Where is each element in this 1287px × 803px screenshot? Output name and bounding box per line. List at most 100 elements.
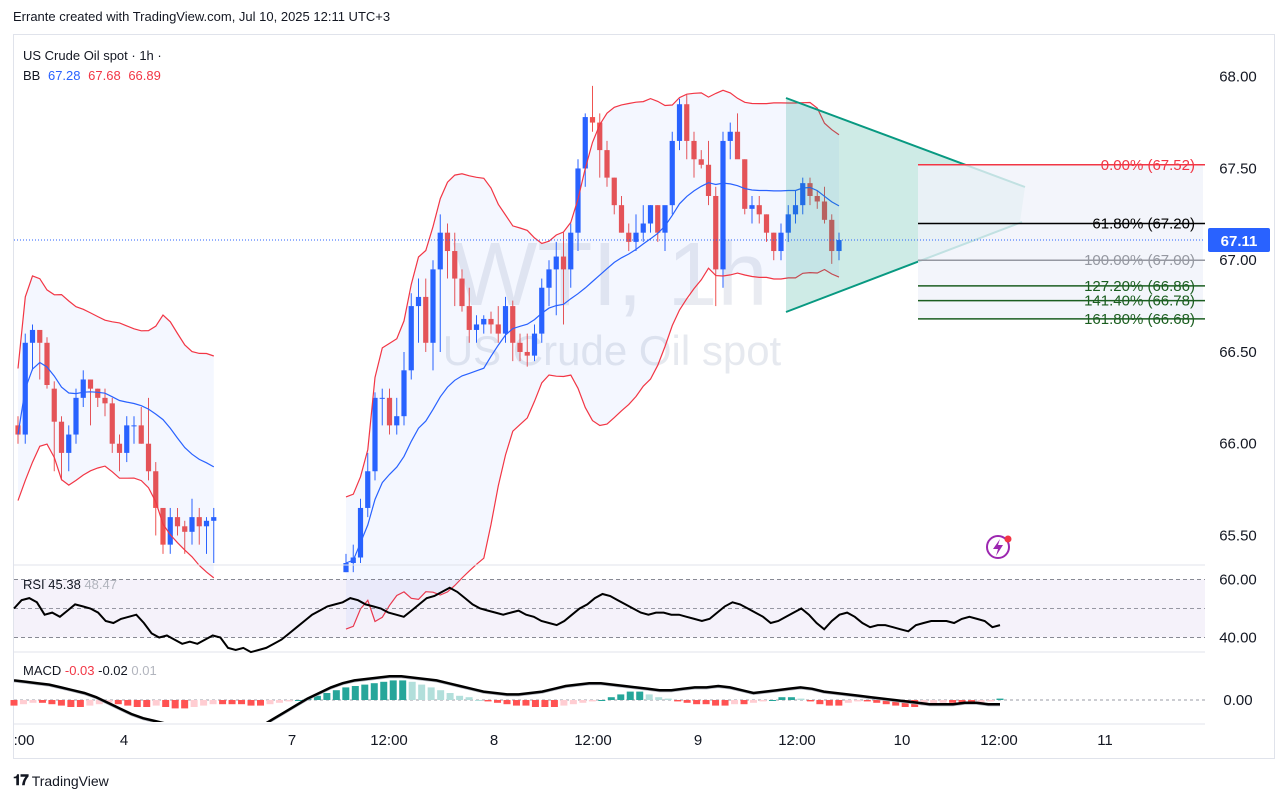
macd-histogram-bar <box>399 680 407 700</box>
macd-histogram-bar <box>446 693 454 700</box>
macd-histogram-bar <box>854 700 862 702</box>
macd-histogram-bar <box>569 700 577 705</box>
macd-histogram-bar <box>626 691 634 700</box>
x-tick-label: 10 <box>894 732 911 749</box>
macd-histogram-bar <box>57 700 65 706</box>
symbol-title[interactable]: US Crude Oil spot · 1h · <box>23 48 162 63</box>
candle-body <box>51 388 57 422</box>
macd-histogram-bar <box>38 700 46 703</box>
x-tick-label: 11 <box>1097 732 1113 749</box>
macd-histogram-bar <box>778 697 786 700</box>
alert-bolt-icon <box>986 535 1012 559</box>
macd-histogram-bar <box>29 700 37 703</box>
tradingview-logo-text: TradingView <box>31 772 109 789</box>
last-price-label: 67.11 <box>1221 233 1258 250</box>
bb-legend[interactable]: BB 67.28 67.68 66.89 <box>23 66 162 86</box>
macd-histogram-bar <box>731 700 739 705</box>
fib-level-label: 141.40% (66.78) <box>1084 293 1195 310</box>
fib-level-label: 61.80% (67.20) <box>1092 216 1195 233</box>
macd-histogram-bar <box>152 700 160 706</box>
candle-body <box>829 219 835 252</box>
macd-histogram-bar <box>266 700 274 705</box>
candle-body <box>662 205 668 233</box>
macd-histogram-bar <box>200 700 208 706</box>
rsi-legend: RSI 45.38 48.47 <box>23 577 117 592</box>
bb-upper-line <box>345 89 840 498</box>
macd-histogram-bar <box>882 700 890 705</box>
watermark-subtitle: US Crude Oil spot <box>443 327 782 374</box>
macd-histogram-bar <box>370 683 378 700</box>
candle-body <box>189 517 195 532</box>
candle-body <box>582 117 588 169</box>
candle-body <box>807 183 813 196</box>
candle-body <box>73 397 79 435</box>
x-tick-label: 12:00 <box>370 732 408 749</box>
candle-body <box>145 443 152 472</box>
x-tick-label: 4 <box>120 732 128 749</box>
macd-histogram-bar <box>418 684 426 700</box>
macd-histogram-bar <box>143 700 151 707</box>
candle-body <box>698 159 704 165</box>
candle-body <box>153 471 159 508</box>
tradingview-logo[interactable]: 𝟏𝟕 TradingView <box>13 772 109 789</box>
macd-histogram-bar <box>522 700 530 706</box>
candle-body <box>626 232 632 242</box>
candle-body <box>124 425 130 453</box>
macd-histogram-bar <box>958 700 966 703</box>
macd-histogram-bar <box>162 700 170 707</box>
candle-body <box>459 278 465 307</box>
macd-histogram-bar <box>702 700 710 705</box>
candle-body <box>44 342 50 385</box>
macd-histogram-bar <box>503 700 511 705</box>
candle-body <box>734 131 741 160</box>
candle-body <box>691 140 697 160</box>
macd-signal-value: -0.02 <box>98 663 131 678</box>
candle-body <box>618 205 625 233</box>
macd-histogram-bar <box>835 700 843 706</box>
macd-histogram-bar <box>541 700 549 707</box>
fib-level-label: 100.00% (67.00) <box>1084 252 1195 269</box>
macd-histogram-bar <box>247 700 255 706</box>
candle-body <box>763 214 770 233</box>
tradingview-logo-mark: 𝟏𝟕 <box>13 772 29 789</box>
candle-body <box>597 122 603 151</box>
macd-legend: MACD -0.03 -0.02 0.01 <box>23 663 157 678</box>
macd-histogram-bar <box>816 700 824 705</box>
candle-body <box>756 205 762 215</box>
chart-legend: US Crude Oil spot · 1h · BB 67.28 67.68 … <box>23 46 162 86</box>
macd-histogram-bar <box>655 697 663 700</box>
macd-histogram-bar <box>550 700 558 707</box>
macd-histogram-bar <box>844 700 852 703</box>
x-tick-label: 12:00 <box>980 732 1018 749</box>
macd-histogram-bar <box>10 700 18 706</box>
bb-lower-value: 66.89 <box>128 68 161 83</box>
chart-frame <box>13 34 1275 759</box>
macd-tick-label: 0.00 <box>1223 692 1252 709</box>
candle-body <box>401 370 407 417</box>
candle-body <box>80 379 86 398</box>
macd-histogram-bar <box>76 700 84 707</box>
macd-histogram-bar <box>48 700 56 705</box>
candle-body <box>102 397 108 404</box>
macd-histogram-bar <box>257 700 264 706</box>
macd-histogram-bar <box>238 700 246 705</box>
x-tick-label: :00 <box>14 732 35 749</box>
candle-body <box>742 159 748 209</box>
x-tick-label: 7 <box>288 732 296 749</box>
candle-body <box>488 318 494 325</box>
candle-body <box>560 256 567 270</box>
candle-body <box>87 379 94 389</box>
candle-body <box>785 214 791 233</box>
candle-body <box>633 232 639 242</box>
candle-body <box>669 140 675 206</box>
macd-histogram-bar <box>67 700 75 707</box>
macd-histogram-bar <box>740 700 748 705</box>
y-tick-label: 67.00 <box>1219 252 1257 269</box>
candle-body <box>116 443 123 453</box>
candle-body <box>37 329 43 343</box>
macd-histogram-bar <box>408 681 416 700</box>
macd-histogram-bar <box>484 700 492 702</box>
macd-histogram-bar <box>285 700 293 702</box>
macd-histogram-bar <box>494 700 502 703</box>
